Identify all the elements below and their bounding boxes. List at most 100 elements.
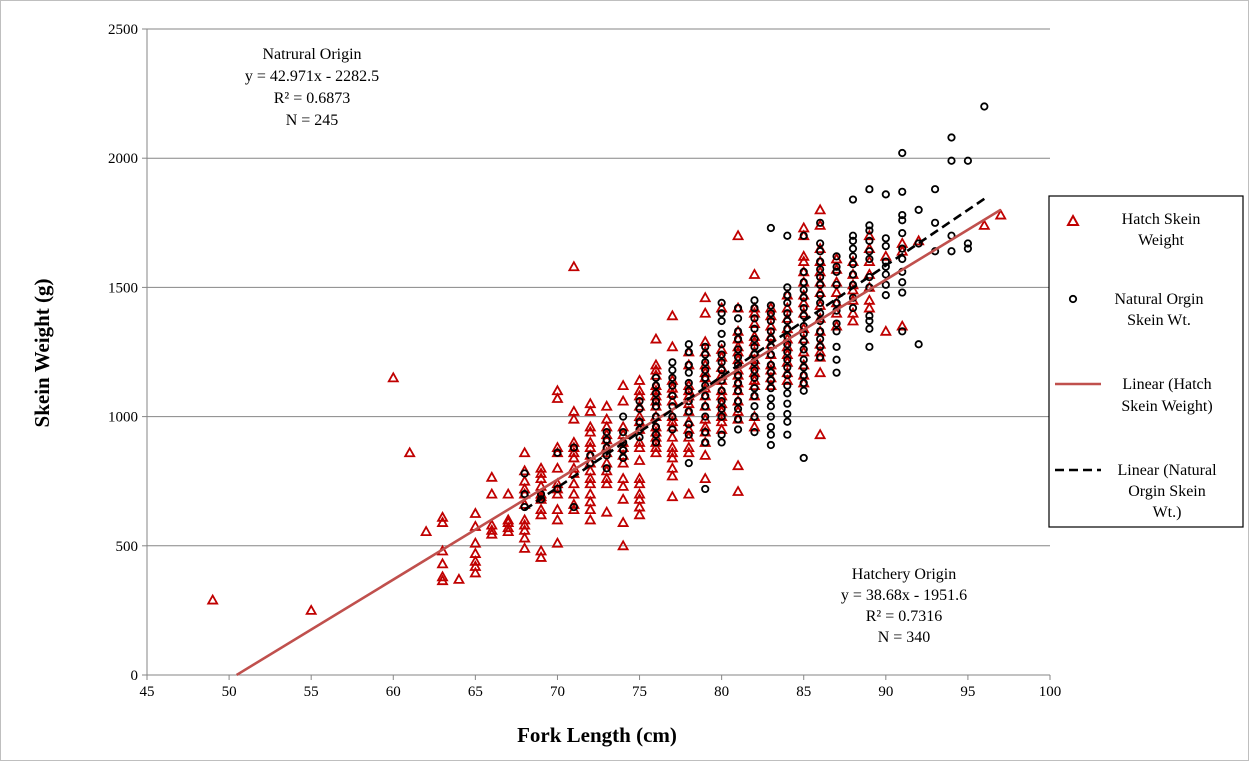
natural-point [865,247,874,256]
natural-point [766,422,775,432]
x-tick-label: 80 [714,684,729,700]
hatchery-origin-annotation: Hatchery Origin y = 38.68x - 1951.6 R² =… [841,566,967,646]
legend-label-hatch-1: Hatch Skein [1122,211,1201,228]
natural-point [766,412,775,421]
legend-label-natural-2: Skein Wt. [1127,312,1191,329]
natural-point [569,443,578,452]
hatch-point [617,480,630,491]
hatch-point [797,255,810,266]
hatch-point [732,485,745,496]
hatch-point [469,566,482,578]
hatch-point [978,219,991,230]
natural-point [766,301,775,310]
natural-point [799,285,808,295]
hatch-point [518,518,531,530]
x-tick-label: 90 [878,684,893,700]
natural-point [783,430,792,439]
hatch-point [699,449,712,460]
hatch-point [518,531,531,543]
natural-point [717,329,726,339]
hatch-point [814,203,827,215]
natural-point [832,319,841,328]
hatch-point [666,446,679,458]
natural-point [799,378,808,388]
hatch-point [994,208,1007,220]
natural-point [783,417,792,426]
hatch-point [551,536,564,548]
hatch-point [633,477,646,489]
hatch-point [206,593,219,605]
hatch-point [814,345,827,357]
hatch-point [666,490,679,502]
natural-annotation-title: Natrural Origin [262,46,361,63]
natural-point [930,185,940,194]
natural-point [733,353,743,362]
natural-point [717,298,726,308]
hatch-point [649,446,663,458]
y-tick-label: 0 [131,668,139,684]
natural-point [684,420,693,429]
hatch-point [551,513,564,525]
hatch-point [633,454,646,465]
hatch-point [485,527,498,539]
natural-point [816,353,825,362]
natural-point [881,280,890,289]
natural-point [832,252,841,261]
natural-point [947,133,956,142]
natural-point [898,244,907,253]
natural-point [832,262,841,271]
hatch-point [715,423,728,434]
natural-point [668,381,677,390]
hatch-point [485,470,498,482]
natural-point [832,280,841,289]
natural-point [733,378,743,388]
natural-point [898,278,907,287]
natural-point [750,303,759,313]
natural-point [684,378,693,388]
hatch-point [551,503,564,515]
natural-point [635,417,644,426]
natural-point [733,345,743,354]
natural-point [816,342,825,351]
natural-point [750,342,759,351]
natural-annotation-r2: R² = 0.6873 [274,90,351,107]
hatch-point [534,551,548,562]
natural-point [799,337,808,346]
natural-point [733,425,743,434]
natural-point [898,210,907,220]
hatch-point [896,319,909,331]
natural-point [865,342,874,351]
natural-point [766,440,775,450]
natural-point [881,190,890,199]
hatch-point [748,306,761,318]
natural-point [783,399,792,408]
legend-label-hatch-trend-1: Linear (Hatch [1122,376,1211,393]
natural-point [766,368,775,377]
hatch-point [567,446,580,458]
natural-point [750,296,759,305]
hatch-point [797,250,810,261]
natural-point [684,368,693,377]
y-tick-label: 2000 [108,151,138,167]
trendlines [235,197,1002,677]
legend-label-hatch-2: Weight [1138,232,1184,249]
natural-point [651,373,661,382]
x-tick-label: 85 [796,684,811,700]
natural-point [619,453,628,463]
legend-label-natural-trend-3: Wt.) [1153,504,1182,521]
x-tick-label: 50 [222,684,237,700]
natural-point [733,396,743,406]
hatch-point [748,268,761,279]
natural-point [881,234,890,243]
natural-point [651,389,661,398]
hatch-point [551,392,564,403]
hatch-point [469,554,482,566]
natural-point [783,389,792,398]
natural-point [963,239,973,248]
natural-point [684,347,693,357]
hatch-point [633,374,646,385]
hatch-point [715,301,728,313]
natural-point [733,404,743,413]
natural-point [717,350,726,359]
hatch-point [567,451,580,463]
